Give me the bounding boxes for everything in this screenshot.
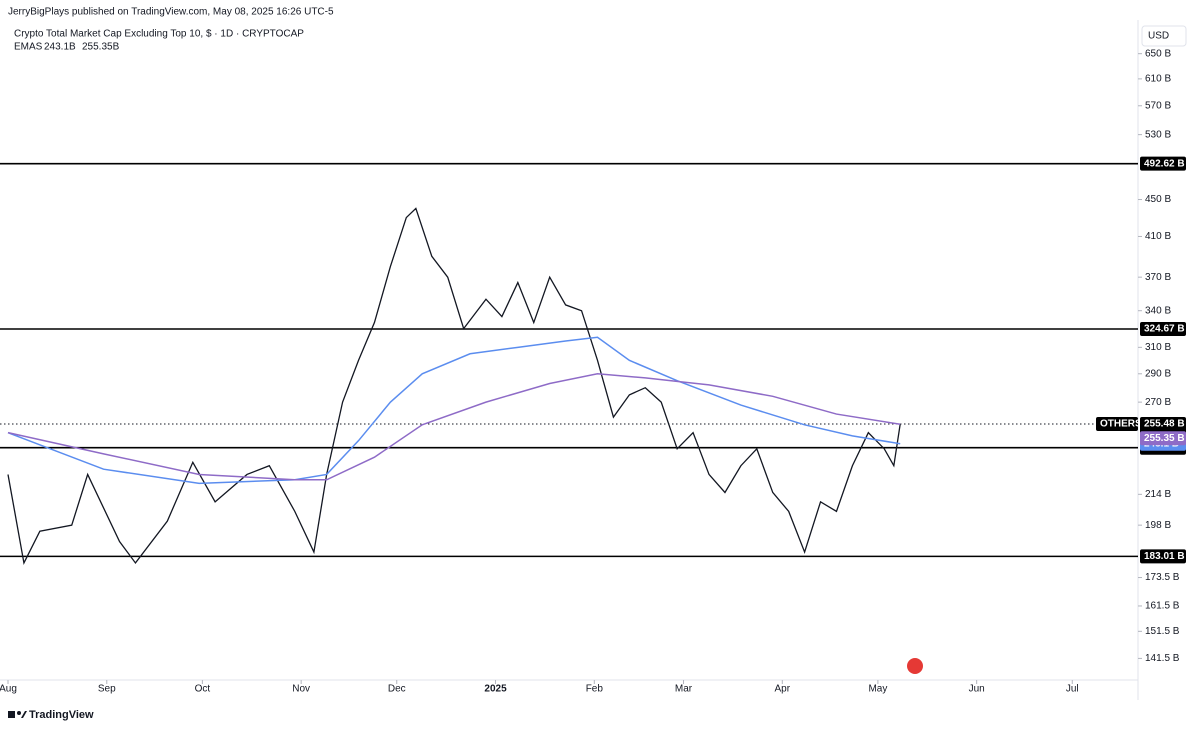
brand: TradingView (29, 709, 94, 721)
logo (8, 711, 27, 718)
x-tick-label: Sep (98, 684, 116, 695)
x-tick-label: Aug (0, 684, 17, 695)
series-line (7, 207, 901, 565)
publisher: JerryBigPlays published on TradingView.c… (8, 7, 334, 18)
y-tick-label: 610 B (1145, 74, 1171, 85)
x-tick-label: May (868, 684, 887, 695)
x-tick-label: Jun (969, 684, 985, 695)
y-tick-label: 141.5 B (1145, 653, 1180, 664)
y-tick-label: 450 B (1145, 194, 1171, 205)
ema-label: 255.35 B (1144, 433, 1185, 444)
x-tick-label: 2025 (484, 684, 507, 695)
y-tick-label: 370 B (1145, 272, 1171, 283)
symbol: OTHERS (1100, 419, 1142, 430)
x-tick-label: Dec (388, 684, 406, 695)
x-tick-label: Mar (675, 684, 693, 695)
y-tick-label: 198 B (1145, 520, 1171, 531)
y-tick-label: 530 B (1145, 129, 1171, 140)
y-tick-label: 214 B (1145, 489, 1171, 500)
chart-title: Crypto Total Market Cap Excluding Top 10… (14, 29, 304, 40)
y-tick-label: 410 B (1145, 231, 1171, 242)
series-line (7, 336, 901, 485)
y-tick-label: 161.5 B (1145, 601, 1180, 612)
y-tick-label: 650 B (1145, 48, 1171, 59)
level-label-box (1140, 322, 1186, 337)
level-label: 324.67 B (1144, 324, 1185, 335)
level-label-box (1140, 549, 1186, 564)
event-icon[interactable] (907, 658, 923, 674)
legend-blue: 243.1B (44, 42, 76, 53)
currency-box[interactable] (1141, 25, 1187, 47)
y-tick-label: 310 B (1145, 342, 1171, 353)
x-tick-label: Oct (195, 684, 211, 695)
x-tick-label: Nov (292, 684, 310, 695)
indicator: EMAS (14, 42, 43, 53)
x-tick-label: Jul (1066, 684, 1079, 695)
y-tick-label: 151.5 B (1145, 626, 1180, 637)
y-tick-label: 290 B (1145, 368, 1171, 379)
currency: USD (1148, 31, 1169, 42)
y-tick-label: 340 B (1145, 305, 1171, 316)
level-label: 492.62 B (1144, 158, 1185, 169)
price-label: 255.48 B (1144, 419, 1185, 430)
y-tick-label: 570 B (1145, 100, 1171, 111)
x-tick-label: Apr (775, 684, 791, 695)
series-line (7, 373, 901, 481)
legend-purple: 255.35B (82, 42, 120, 53)
level-label-box (1140, 156, 1186, 171)
y-tick-label: 270 B (1145, 397, 1171, 408)
y-tick-label: 173.5 B (1145, 572, 1180, 583)
ema-box (1140, 431, 1186, 446)
level-label: 183.01 B (1144, 551, 1185, 562)
x-tick-label: Feb (586, 684, 604, 695)
symbol-box (1096, 417, 1138, 432)
